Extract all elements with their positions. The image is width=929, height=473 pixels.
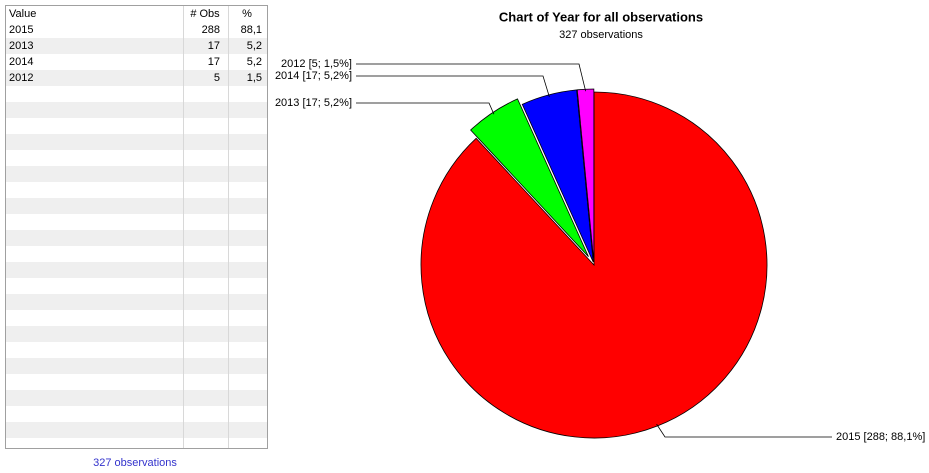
leader-line	[356, 75, 550, 97]
table-cell: 2012	[9, 72, 33, 84]
row-stripe	[6, 262, 267, 278]
row-stripe	[6, 294, 267, 310]
row-stripe	[6, 422, 267, 438]
chart-subtitle: 327 observations	[559, 29, 643, 41]
table-cell: 2013	[9, 40, 33, 52]
row-stripe	[6, 390, 267, 406]
row-stripe	[6, 38, 267, 54]
table-cell: 5	[214, 72, 220, 84]
row-stripe	[6, 198, 267, 214]
row-stripe	[6, 230, 267, 246]
row-stripe	[6, 326, 267, 342]
leader-line	[356, 63, 587, 92]
row-stripe	[6, 70, 267, 86]
slice-label: 2015 [288; 88,1%]	[836, 431, 925, 443]
row-stripe	[6, 102, 267, 118]
row-stripe	[6, 134, 267, 150]
table: Value # Obs % 2015 288 88,1 2013 17 5,2 2014 17 5,2…	[6, 6, 267, 448]
chart-title: Chart of Year for all observations	[499, 9, 703, 24]
table-cell: 5,2	[247, 40, 262, 52]
table-footer: 327 observations	[93, 457, 177, 469]
table-cell: 17	[208, 56, 220, 68]
column-header: %	[242, 8, 252, 20]
table-cell: 17	[208, 40, 220, 52]
row-stripe	[6, 166, 267, 182]
pie: 2015 [288; 88,1%] 2013 [17; 5,2%] 2014 [17…	[275, 58, 925, 443]
table-cell: 288	[202, 24, 220, 36]
column-header: # Obs	[190, 8, 220, 20]
leader-line	[356, 102, 495, 115]
table-cell: 1,5	[247, 72, 262, 84]
pie-slice	[420, 91, 768, 439]
slice-label: 2014 [17; 5,2%]	[275, 70, 352, 82]
row-stripe	[6, 358, 267, 374]
table-cell: 88,1	[241, 24, 262, 36]
table-cell: 2014	[9, 56, 33, 68]
table-cell: 2015	[9, 24, 33, 36]
column-header: Value	[9, 8, 36, 20]
leader-line	[656, 423, 832, 438]
table-cell: 5,2	[247, 56, 262, 68]
slice-label: 2013 [17; 5,2%]	[275, 97, 352, 109]
slice-label: 2012 [5; 1,5%]	[281, 58, 352, 70]
